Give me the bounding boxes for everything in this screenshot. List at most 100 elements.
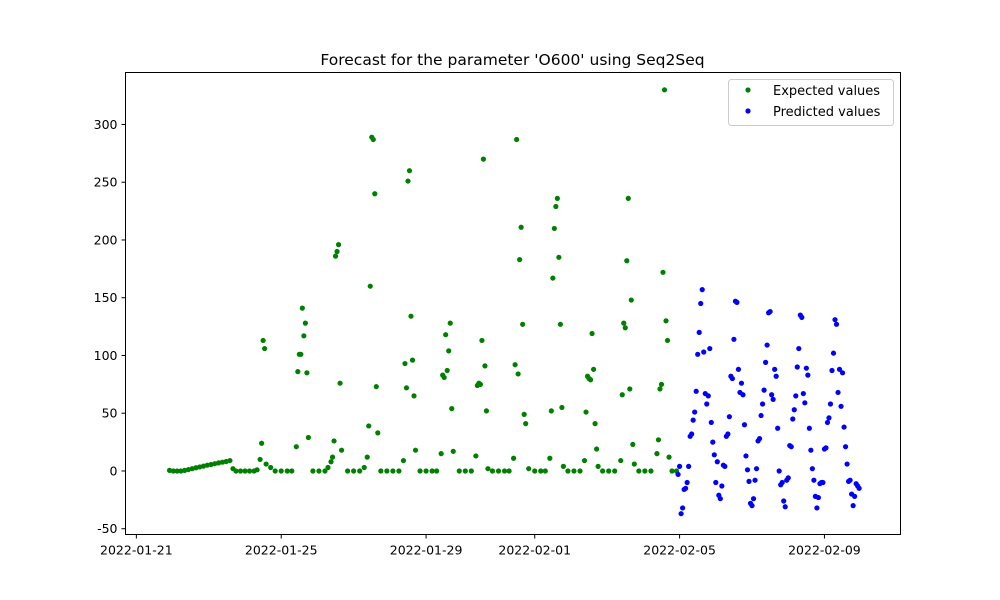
expected-point — [468, 468, 474, 474]
expected-point — [328, 459, 334, 465]
expected-point — [517, 257, 523, 263]
expected-point — [523, 421, 529, 427]
expected-point — [589, 330, 595, 337]
predicted-point — [707, 345, 713, 352]
predicted-point — [844, 461, 850, 467]
expected-point — [631, 461, 637, 467]
predicted-point — [692, 409, 698, 415]
predicted-point — [823, 445, 829, 451]
predicted-point — [710, 439, 716, 445]
expected-point — [301, 333, 307, 339]
x-tick-label: 2022-01-25 — [245, 543, 318, 558]
predicted-point — [852, 493, 858, 499]
legend-marker-predicted — [745, 108, 751, 114]
expected-point — [295, 369, 301, 375]
expected-point — [462, 468, 468, 474]
predicted-point — [726, 414, 732, 420]
predicted-point — [717, 496, 723, 502]
expected-point — [237, 468, 244, 474]
expected-point — [408, 313, 414, 319]
predicted-point — [750, 496, 757, 502]
predicted-point — [744, 467, 751, 473]
expected-point — [553, 203, 559, 210]
expected-point — [246, 468, 253, 474]
predicted-point — [836, 366, 843, 372]
predicted-point — [850, 503, 856, 509]
y-tick-label: 250 — [94, 175, 118, 190]
x-tick-label: 2022-01-21 — [100, 543, 173, 558]
expected-point — [618, 457, 624, 464]
expected-point — [284, 468, 290, 474]
expected-point — [595, 463, 601, 469]
predicted-point — [781, 498, 787, 504]
expected-point — [338, 447, 345, 453]
predicted-point — [773, 373, 779, 379]
expected-point — [622, 325, 628, 331]
expected-point — [600, 468, 606, 474]
predicted-point — [767, 308, 773, 315]
expected-point — [174, 468, 180, 474]
expected-point — [262, 345, 268, 352]
predicted-point — [838, 403, 844, 409]
predicted-point — [684, 479, 690, 486]
predicted-point — [705, 393, 711, 399]
expected-point — [403, 385, 410, 391]
expected-point — [548, 408, 554, 414]
expected-point — [590, 366, 597, 372]
predicted-point — [809, 466, 815, 472]
predicted-point — [829, 367, 835, 374]
predicted-point — [772, 366, 778, 372]
x-axis: 2022-01-21 2022-01-25 2022-01-29 2022-02-01… — [100, 534, 861, 558]
expected-point — [450, 448, 456, 454]
predicted-point — [722, 463, 728, 469]
expected-point — [510, 455, 517, 461]
expected-point — [532, 468, 538, 474]
predicted-point — [699, 287, 705, 293]
expected-point — [443, 332, 449, 338]
expected-point — [441, 374, 447, 381]
expected-point — [434, 468, 440, 474]
predicted-point — [839, 370, 846, 376]
predicted-point — [759, 401, 766, 407]
predicted-point — [824, 419, 831, 426]
predicted-point — [815, 494, 822, 501]
expected-point — [446, 348, 452, 354]
expected-point — [370, 136, 376, 143]
predicted-point — [785, 475, 791, 481]
plot-area-frame — [125, 72, 901, 535]
predicted-point — [779, 479, 785, 486]
predicted-point — [763, 359, 769, 365]
x-tick-label: 2022-02-01 — [498, 543, 571, 558]
predicted-point — [802, 400, 808, 406]
expected-point — [233, 468, 239, 474]
expected-point — [514, 136, 520, 143]
expected-point — [257, 456, 263, 463]
expected-point — [477, 381, 484, 387]
expected-point — [621, 320, 627, 326]
expected-point — [170, 468, 176, 474]
expected-point — [305, 434, 311, 441]
expected-point — [655, 437, 662, 443]
expected-point — [396, 468, 402, 474]
expected-point — [473, 453, 479, 459]
expected-point — [364, 454, 370, 460]
predicted-point — [693, 388, 699, 394]
expected-point — [417, 468, 423, 474]
expected-point — [299, 305, 305, 311]
expected-point — [357, 468, 363, 474]
predicted-point — [725, 431, 731, 437]
x-tick-label: 2022-01-29 — [390, 543, 463, 558]
expected-point — [518, 224, 524, 230]
predicted-point — [827, 401, 834, 407]
expected-point — [375, 430, 381, 436]
expected-point — [332, 253, 339, 259]
expected-point — [594, 446, 600, 452]
predicted-point — [719, 483, 725, 489]
predicted-point — [749, 503, 755, 509]
expected-point — [361, 464, 367, 471]
predicted-point — [794, 364, 800, 370]
expected-point — [406, 168, 413, 174]
predicted-point — [740, 392, 746, 398]
predicted-point — [791, 407, 797, 413]
